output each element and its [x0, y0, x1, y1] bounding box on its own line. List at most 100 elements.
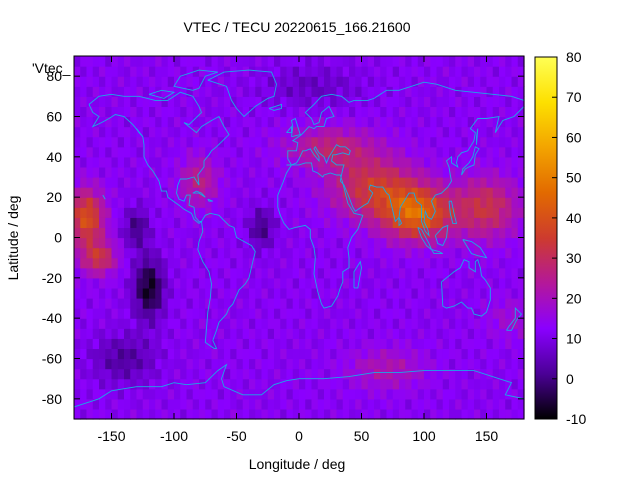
heatmap-cell [99, 96, 106, 108]
heatmap-cell [261, 237, 269, 249]
heatmap-cell [361, 166, 369, 178]
heatmap-cell [367, 136, 375, 148]
heatmap-cell [499, 146, 506, 158]
heatmap-cell [292, 66, 300, 77]
heatmap-cell [236, 368, 244, 380]
heatmap-cell [517, 318, 525, 329]
heatmap-cell [405, 217, 413, 229]
heatmap-cell [511, 187, 519, 198]
heatmap-cell [361, 197, 369, 208]
heatmap-cell [486, 197, 494, 208]
heatmap-cell [305, 368, 313, 380]
heatmap-cell [324, 86, 331, 97]
heatmap-cell [305, 388, 313, 400]
heatmap-cell [199, 146, 206, 158]
heatmap-cell [311, 408, 319, 420]
heatmap-cell [317, 257, 325, 269]
heatmap-cell [155, 267, 163, 279]
heatmap-cell [255, 398, 263, 410]
heatmap-cell [342, 197, 350, 208]
heatmap-cell [430, 146, 438, 158]
heatmap-cell [92, 368, 100, 380]
heatmap-cell [436, 308, 444, 319]
heatmap-cell [342, 398, 350, 410]
heatmap-cell [80, 237, 88, 249]
heatmap-cell [155, 207, 163, 218]
heatmap-cell [505, 277, 513, 289]
heatmap-cell [224, 267, 231, 279]
heatmap-cell [161, 66, 169, 77]
heatmap-cell [349, 76, 356, 87]
heatmap-cell [161, 146, 169, 158]
x-axis-ticks: -150 -100 -50 0 50 100 150 [97, 56, 498, 444]
heatmap-cell [361, 338, 369, 350]
heatmap-cell [186, 136, 194, 148]
coastline-path [353, 260, 362, 289]
heatmap-cell [417, 408, 425, 420]
heatmap-cell [80, 277, 88, 289]
heatmap-cell [517, 277, 525, 289]
heatmap-cell [92, 146, 100, 158]
heatmap-cell [267, 237, 275, 249]
heatmap-cell [449, 96, 456, 108]
heatmap-cell [386, 66, 394, 77]
heatmap-cell [467, 146, 475, 158]
heatmap-cell [311, 378, 319, 390]
heatmap-cell [261, 156, 269, 168]
heatmap-cell [236, 76, 244, 87]
heatmap-cell [261, 146, 269, 158]
heatmap-cell [492, 267, 500, 279]
heatmap-cell [374, 348, 381, 360]
heatmap-cell [180, 187, 188, 198]
heatmap-cell [324, 116, 331, 128]
heatmap-cell [417, 126, 425, 138]
heatmap-cell [236, 136, 244, 148]
heatmap-cell [311, 267, 319, 279]
heatmap-cell [124, 308, 131, 319]
heatmap-cell [230, 166, 238, 178]
heatmap-cell [205, 348, 213, 360]
heatmap-cell [399, 257, 406, 269]
heatmap-cell [99, 66, 106, 77]
heatmap-cell [167, 287, 175, 299]
heatmap-cell [436, 227, 444, 239]
heatmap-cell [92, 257, 100, 269]
heatmap-cell [99, 247, 106, 259]
heatmap-cell [224, 156, 231, 168]
heatmap-cell [424, 388, 431, 400]
heatmap-cell [186, 156, 194, 168]
heatmap-cell [349, 116, 356, 128]
heatmap-cell [261, 308, 269, 319]
heatmap-cell [80, 247, 88, 259]
heatmap-cell [92, 126, 100, 138]
heatmap-cell [467, 187, 475, 198]
heatmap-cell [267, 207, 275, 218]
heatmap-cell [317, 156, 325, 168]
heatmap-cell [517, 378, 525, 390]
heatmap-cell [242, 116, 250, 128]
heatmap-cell [461, 76, 469, 87]
heatmap-cell [317, 277, 325, 289]
heatmap-cell [474, 116, 481, 128]
heatmap-cell [330, 86, 338, 97]
heatmap-cell [399, 177, 406, 188]
heatmap-cell [417, 136, 425, 148]
heatmap-cell [511, 146, 519, 158]
heatmap-cell [355, 267, 363, 279]
heatmap-cell [505, 388, 513, 400]
heatmap-cell [324, 408, 331, 420]
heatmap-cell [367, 328, 375, 339]
heatmap-cell [417, 166, 425, 178]
heatmap-cell [117, 358, 125, 370]
heatmap-cell [361, 348, 369, 360]
heatmap-cell [74, 318, 81, 329]
heatmap-cell [217, 287, 225, 299]
heatmap-cell [361, 177, 369, 188]
heatmap-cell [505, 76, 513, 87]
heatmap-cell [349, 136, 356, 148]
heatmap-cell [424, 338, 431, 350]
heatmap-cell [411, 237, 419, 249]
heatmap-cell [436, 398, 444, 410]
heatmap-cell [330, 378, 338, 390]
heatmap-cell [192, 338, 200, 350]
